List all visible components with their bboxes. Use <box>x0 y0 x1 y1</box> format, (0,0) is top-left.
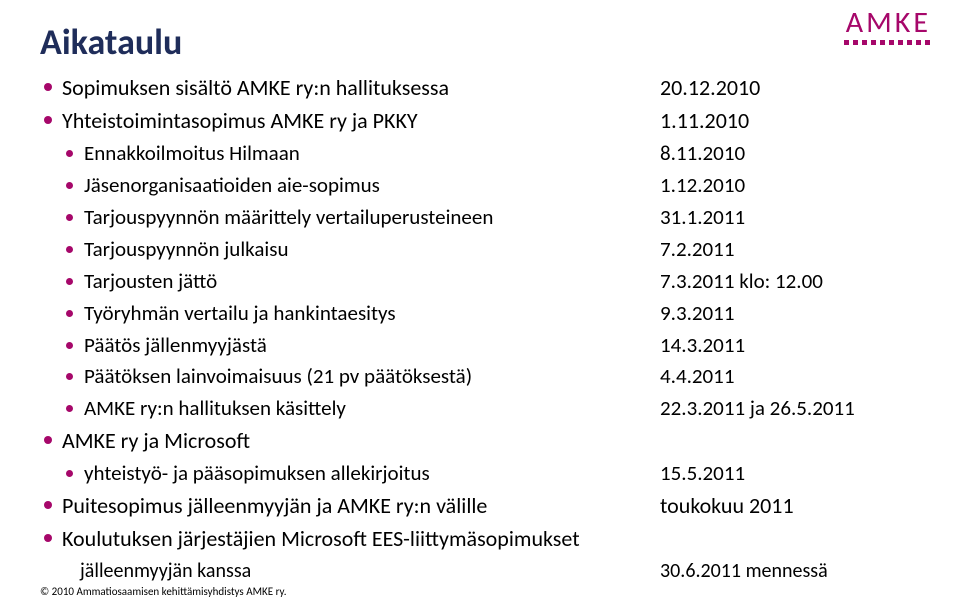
list-item: Päätöksen lainvoimaisuus (21 pv päätökse… <box>40 363 959 390</box>
item-label: AMKE ry:n hallituksen käsittely <box>84 395 346 422</box>
list-item: yhteistyö- ja pääsopimuksen allekirjoitu… <box>40 460 959 487</box>
item-date: 8.11.2010 <box>660 140 745 167</box>
item-date: 4.4.2011 <box>660 363 734 390</box>
list-item: Tarjouspyynnön julkaisu 7.2.2011 <box>40 236 959 263</box>
list-item: jälleenmyyjän kanssa 30.6.2011 mennessä <box>40 559 959 585</box>
list-item: Jäsenorganisaatioiden aie-sopimus 1.12.20… <box>40 172 959 199</box>
list-item: AMKE ry ja Microsoft <box>40 427 959 455</box>
item-date: 1.12.2010 <box>660 172 745 199</box>
list-item: Koulutuksen järjestäjien Microsoft EES-l… <box>40 525 959 553</box>
item-date: 9.3.2011 <box>660 300 734 327</box>
item-date: 22.3.2011 ja 26.5.2011 <box>660 395 855 422</box>
bullet-list: Sopimuksen sisältö AMKE ry:n hallitukses… <box>40 74 959 584</box>
list-item: Päätös jällenmyyjästä 14.3.2011 <box>40 332 959 359</box>
list-item: Ennakkoilmoitus Hilmaan 8.11.2010 <box>40 140 959 167</box>
page-title: Aikataulu <box>40 20 959 64</box>
item-date: 1.11.2010 <box>660 107 749 135</box>
logo: AMKE <box>844 8 931 45</box>
list-item: Työryhmän vertailu ja hankintaesitys 9.3.… <box>40 300 959 327</box>
list-item: Tarjousten jättö 7.3.2011 klo: 12.00 <box>40 268 959 295</box>
slide: AMKE Aikataulu Sopimuksen sisältö AMKE r… <box>0 0 959 612</box>
item-label: Tarjousten jättö <box>84 268 217 295</box>
item-date: 30.6.2011 mennessä <box>660 559 828 585</box>
list-item: Yhteistoimintasopimus AMKE ry ja PKKY 1.1… <box>40 107 959 135</box>
item-label: jälleenmyyjän kanssa <box>80 559 251 585</box>
item-date: toukokuu 2011 <box>660 492 794 520</box>
item-date: 14.3.2011 <box>660 332 745 359</box>
logo-text: AMKE <box>844 8 931 38</box>
item-label: AMKE ry ja Microsoft <box>62 427 250 455</box>
item-label: Jäsenorganisaatioiden aie-sopimus <box>84 172 380 199</box>
item-date: 7.3.2011 klo: 12.00 <box>660 268 823 295</box>
item-label: Päätös jällenmyyjästä <box>84 332 267 359</box>
item-label: Tarjouspyynnön julkaisu <box>84 236 288 263</box>
list-item: Sopimuksen sisältö AMKE ry:n hallitukses… <box>40 74 959 102</box>
item-label: yhteistyö- ja pääsopimuksen allekirjoitu… <box>84 460 430 487</box>
item-label: Tarjouspyynnön määrittely vertailuperust… <box>84 204 493 231</box>
list-item: AMKE ry:n hallituksen käsittely 22.3.2011… <box>40 395 959 422</box>
list-item: Tarjouspyynnön määrittely vertailuperust… <box>40 204 959 231</box>
item-date: 20.12.2010 <box>660 74 760 102</box>
item-label: Koulutuksen järjestäjien Microsoft EES-l… <box>62 525 580 553</box>
item-label: Työryhmän vertailu ja hankintaesitys <box>84 300 396 327</box>
item-label: Yhteistoimintasopimus AMKE ry ja PKKY <box>62 107 418 135</box>
item-label: Puitesopimus jälleenmyyjän ja AMKE ry:n … <box>62 492 487 520</box>
item-date: 31.1.2011 <box>660 204 745 231</box>
list-item: Puitesopimus jälleenmyyjän ja AMKE ry:n … <box>40 492 959 520</box>
item-date: 7.2.2011 <box>660 236 734 263</box>
footer-text: © 2010 Ammatiosaamisen kehittämisyhdisty… <box>40 585 287 598</box>
item-label: Päätöksen lainvoimaisuus (21 pv päätökse… <box>84 363 472 390</box>
item-label: Sopimuksen sisältö AMKE ry:n hallitukses… <box>62 74 449 102</box>
item-date: 15.5.2011 <box>660 460 745 487</box>
item-label: Ennakkoilmoitus Hilmaan <box>84 140 300 167</box>
